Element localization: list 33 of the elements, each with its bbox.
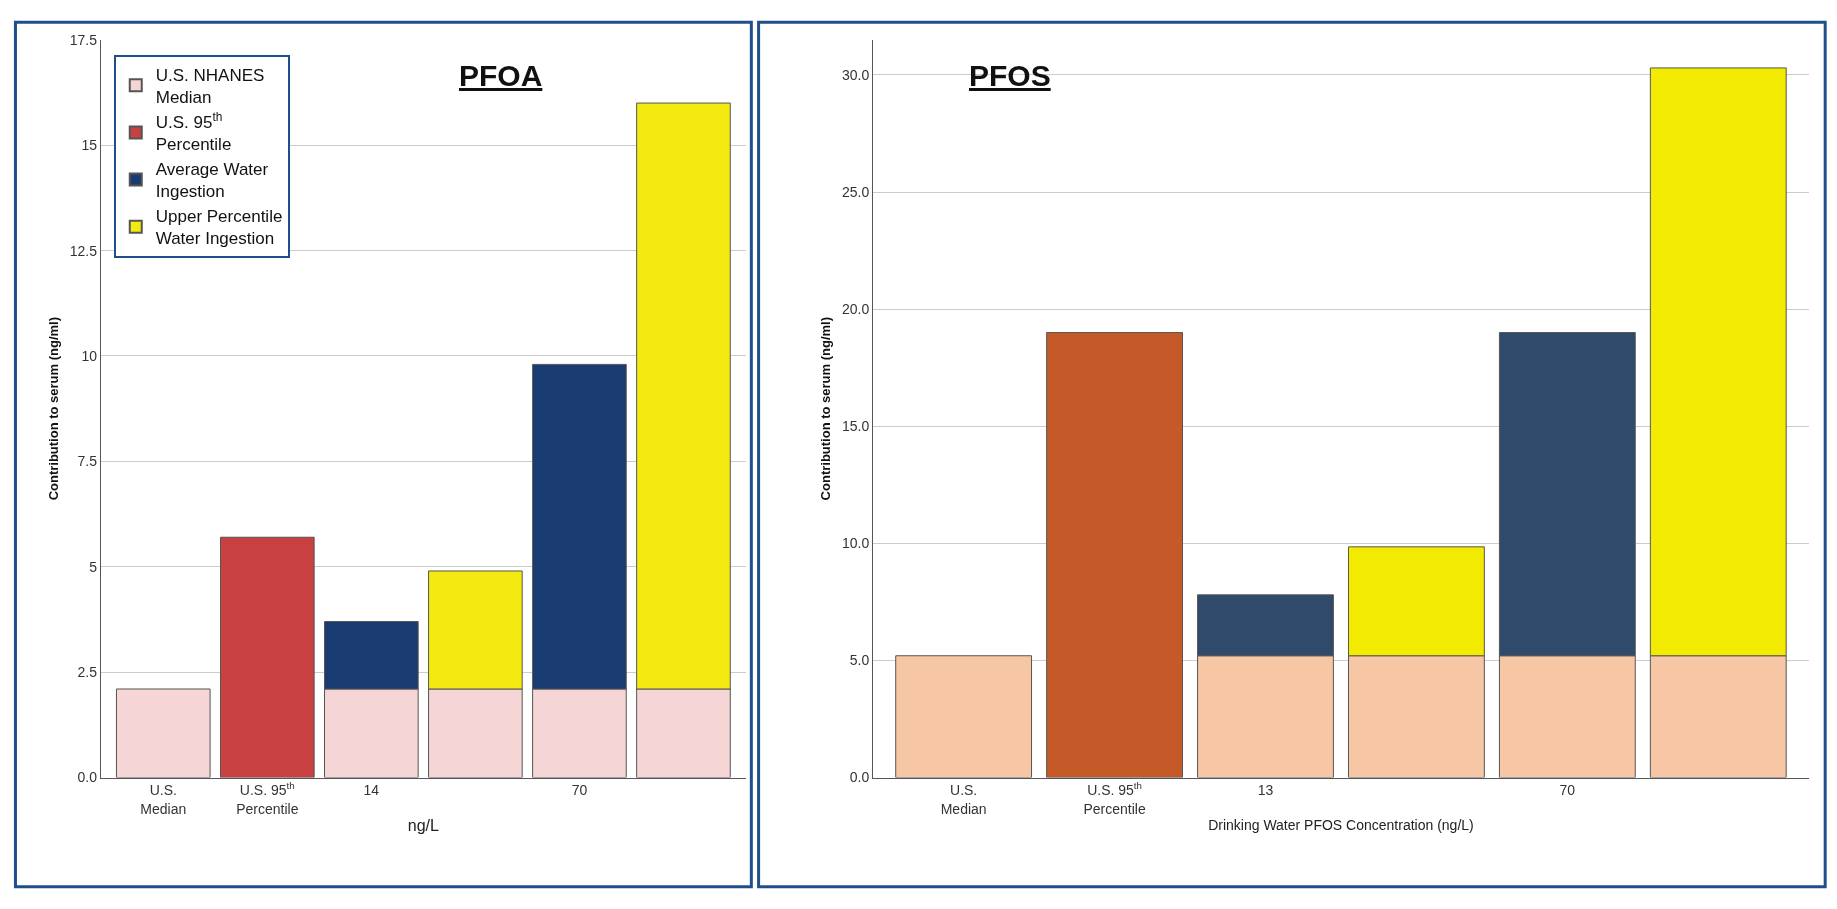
x-tick-label: U.S. 95$^{th}$ Percentile bbox=[1083, 780, 1146, 817]
text: PFOA bbox=[459, 59, 543, 92]
x-axis-title: ng/L bbox=[407, 817, 440, 835]
y-tick-label: 10.0 bbox=[842, 535, 870, 552]
legend-label: Upper Percentile Water Ingestion bbox=[155, 207, 283, 249]
y-axis-title: Contribution to serum (ng/ml) bbox=[45, 316, 61, 501]
x-tick-label: 70 bbox=[571, 782, 588, 799]
y-axis-title: Contribution to serum (ng/ml) bbox=[817, 316, 833, 501]
y-tick-label: 12.5 bbox=[69, 242, 98, 259]
x-tick-label: 13 bbox=[1257, 782, 1274, 799]
y-tick-label: 10 bbox=[81, 347, 98, 364]
y-tick-label: 17.5 bbox=[69, 31, 98, 48]
text: PFOS bbox=[969, 59, 1051, 92]
y-tick-label: 15 bbox=[81, 137, 98, 154]
y-tick-label: 25.0 bbox=[842, 183, 870, 200]
x-tick-label: U.S. Median bbox=[940, 782, 987, 817]
y-tick-label: 5 bbox=[89, 558, 98, 575]
x-tick-label: U.S. Median bbox=[140, 782, 187, 817]
x-tick-label: 70 bbox=[1559, 782, 1576, 799]
y-tick-label: 20.0 bbox=[842, 301, 870, 318]
y-tick-label: 30.0 bbox=[842, 66, 870, 83]
y-tick-label: 2.5 bbox=[77, 664, 98, 681]
x-tick-label: U.S. 95$^{th}$ Percentile bbox=[236, 780, 299, 817]
x-tick-label: 14 bbox=[363, 782, 380, 799]
y-tick-label: 15.0 bbox=[842, 418, 870, 435]
x-axis-title: Drinking Water PFOS Concentration (ng/L) bbox=[1208, 816, 1474, 833]
legend-label: Average Water Ingestion bbox=[155, 160, 269, 202]
y-tick-label: 0.0 bbox=[77, 769, 98, 786]
legend-label: U.S. 95$^{th}$ Percentile bbox=[155, 109, 232, 155]
y-tick-label: 5.0 bbox=[849, 652, 870, 669]
legend-label: U.S. NHANES Median bbox=[155, 65, 265, 107]
y-tick-label: 7.5 bbox=[77, 453, 98, 470]
y-tick-label: 0.0 bbox=[849, 769, 870, 786]
